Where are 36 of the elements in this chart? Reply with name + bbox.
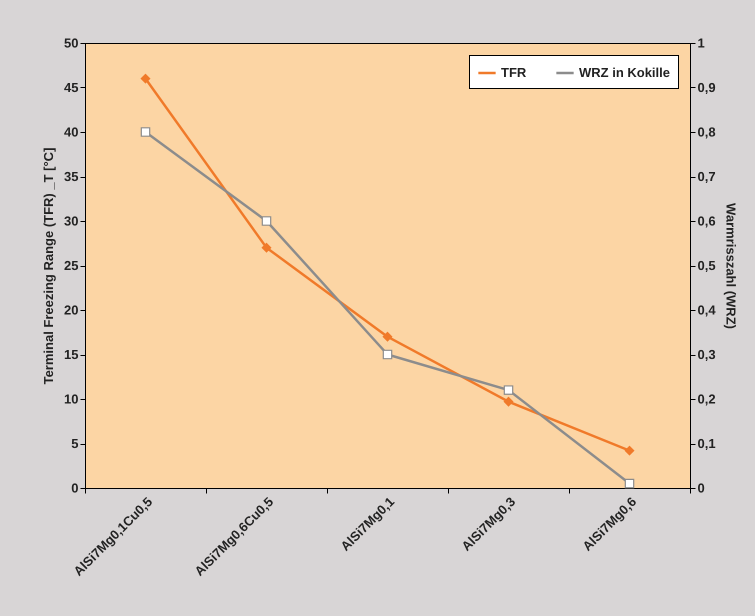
y-tick-label: 30 [64,214,78,228]
y2-tick-label: 0,4 [698,302,716,318]
legend-label: TFR [501,65,527,80]
y-tick-label: 50 [64,36,78,50]
y2-tick-label: 0,9 [698,80,716,95]
y-tick-label: 0 [71,480,78,496]
point [624,446,634,456]
y-tick-label: 5 [71,436,78,451]
point [140,74,150,84]
point [262,242,272,252]
y2-tick-label: 0,8 [698,124,716,140]
y-tick-label: 40 [64,124,78,140]
point [504,396,514,406]
y2-tick-label: 1 [698,36,705,50]
y-tick-label: 10 [64,392,78,406]
y-tick-label: 25 [64,258,78,273]
y2-tick-label: 0,3 [698,347,716,362]
point [140,127,150,137]
point [504,385,514,395]
y-tick-label: 20 [64,302,78,318]
y-tick-label: 15 [64,347,78,362]
y2-tick-label: 0,7 [698,169,716,184]
point [262,216,272,226]
point [382,332,392,342]
y2-tick-label: 0,2 [698,392,716,406]
legend-label: WRZ in Kokille [579,65,670,80]
y-tick-label: 35 [64,169,78,184]
y2-axis-title: Warmrisszahl (WRZ) [724,203,739,329]
point [382,350,392,360]
y-axis-title: Terminal Freezing Range (TFR) _T [°C] [41,148,56,384]
y-tick-label: 45 [64,80,78,95]
point [624,478,634,488]
y2-tick-label: 0,6 [698,214,716,228]
y2-tick-label: 0,1 [698,436,716,451]
y2-tick-label: 0,5 [698,258,716,273]
y2-tick-label: 0 [698,480,705,496]
